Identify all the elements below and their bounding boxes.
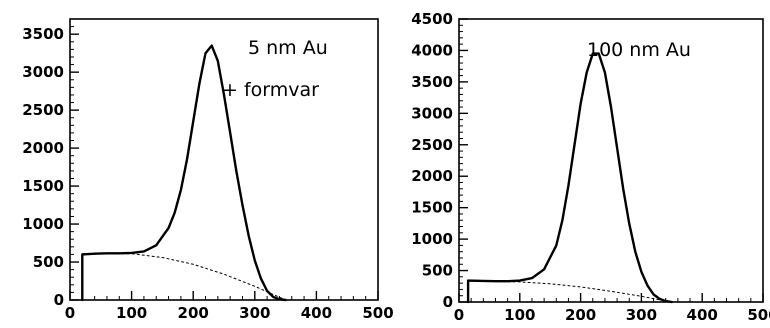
y-tick-label: 3000: [22, 63, 64, 81]
y-tick-label: 500: [33, 253, 64, 271]
x-tick-label: 300: [626, 306, 657, 324]
chart-left: 5 nm Au + formvar 0 100 200 300 400 500 0 500 10…: [22, 18, 394, 322]
x-tick-label: 200: [178, 304, 209, 322]
y-tick-label: 1500: [22, 177, 64, 195]
y-tick-label: 2000: [22, 139, 64, 157]
x-tick-label: 100: [504, 306, 535, 324]
x-tick-label: 0: [454, 306, 464, 324]
chart-right: 100 nm Au 0 100 200 300 400 500 0 500 1000 1500 20…: [411, 10, 770, 324]
annotation-line-1: 5 nm Au: [248, 37, 328, 59]
x-tick-label: 500: [747, 306, 770, 324]
spectrum-line: [81, 44, 287, 302]
annotation-line-1: 100 nm Au: [587, 39, 691, 61]
annotation-line-2: + formvar: [222, 79, 319, 101]
x-tick-label: 300: [239, 304, 270, 322]
y-tick-label: 2500: [22, 101, 64, 119]
plot-frame: [458, 18, 764, 303]
x-tick-label: 400: [301, 304, 332, 322]
y-tick-label: 4000: [411, 41, 453, 59]
y-tick-label: 2500: [411, 136, 453, 154]
y-tick-label: 3000: [411, 104, 453, 122]
x-tick-label: 200: [565, 306, 596, 324]
x-tick-label: 500: [362, 304, 393, 322]
x-tick-label: 0: [65, 304, 75, 322]
y-tick-label: 4500: [411, 10, 453, 28]
background-fit-line: [467, 280, 673, 303]
background-fit-line: [81, 253, 287, 301]
y-tick-label: 3500: [411, 73, 453, 91]
y-tick-label: 3500: [22, 25, 64, 43]
y-tick-label: 1000: [22, 215, 64, 233]
y-tick-label: 0: [54, 291, 64, 309]
y-tick-label: 500: [422, 262, 453, 280]
y-tick-label: 0: [443, 293, 453, 311]
plot-frame: [69, 18, 379, 301]
y-tick-label: 2000: [411, 167, 453, 185]
spectrum-line: [466, 52, 673, 304]
x-tick-label: 100: [116, 304, 147, 322]
y-tick-label: 1000: [411, 230, 453, 248]
y-tick-label: 1500: [411, 199, 453, 217]
x-tick-label: 400: [687, 306, 718, 324]
